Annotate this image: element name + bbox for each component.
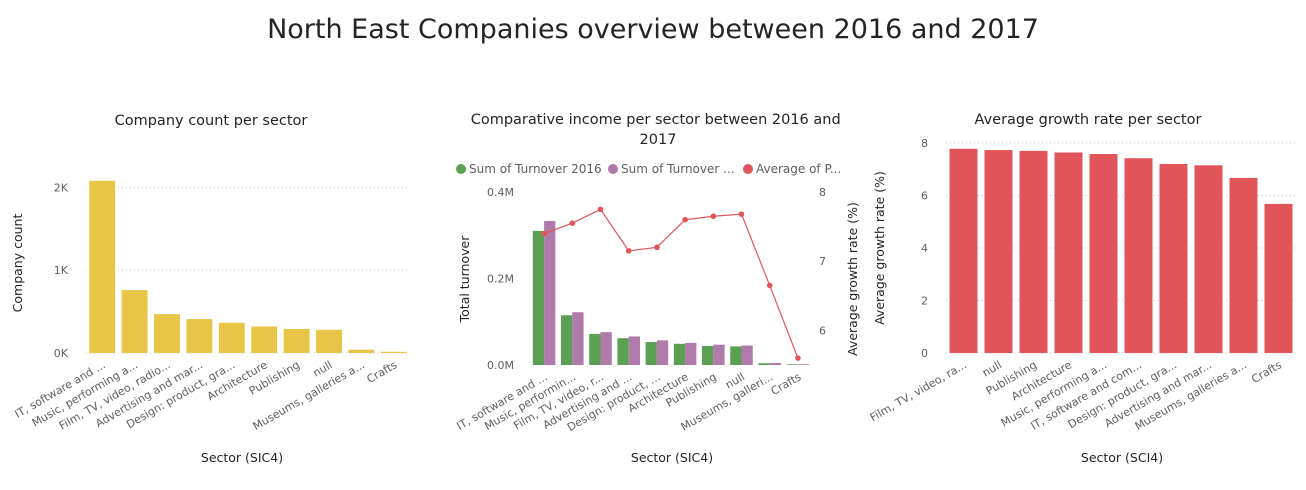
bar[interactable] bbox=[769, 363, 781, 365]
line-point[interactable] bbox=[597, 206, 604, 213]
bar[interactable] bbox=[121, 290, 148, 353]
y2-tick-label: 7 bbox=[819, 255, 826, 268]
legend-label: Sum of Turnover ... bbox=[621, 162, 735, 176]
bar[interactable] bbox=[1229, 177, 1258, 353]
bar[interactable] bbox=[741, 345, 753, 365]
y-tick-label: 0K bbox=[54, 347, 69, 360]
legend-marker bbox=[456, 164, 466, 174]
bar[interactable] bbox=[617, 338, 629, 365]
chart-title: Average growth rate per sector bbox=[975, 112, 1202, 128]
bar[interactable] bbox=[786, 364, 798, 365]
line-point[interactable] bbox=[569, 220, 576, 226]
bar[interactable] bbox=[1089, 154, 1118, 353]
legend-marker bbox=[608, 164, 618, 174]
bar[interactable] bbox=[283, 328, 310, 353]
bar[interactable] bbox=[702, 345, 714, 365]
x-tick-label: Crafts bbox=[1249, 358, 1284, 386]
bar[interactable] bbox=[600, 332, 612, 365]
chart-title-line-2: 2017 bbox=[640, 132, 677, 148]
bar[interactable] bbox=[656, 340, 669, 365]
bar[interactable] bbox=[1194, 165, 1223, 353]
y-tick-label: 8 bbox=[921, 137, 928, 150]
x-axis-label: Sector (SIC4) bbox=[631, 450, 713, 465]
bar[interactable] bbox=[797, 364, 810, 365]
y-tick-label: 2 bbox=[921, 295, 928, 308]
chart-title: Comparative income per sector between 20… bbox=[471, 112, 846, 148]
bar[interactable] bbox=[251, 326, 278, 353]
bar[interactable] bbox=[1124, 158, 1153, 353]
bar[interactable] bbox=[1019, 150, 1048, 353]
bar[interactable] bbox=[544, 220, 556, 365]
y2-tick-label: 8 bbox=[819, 186, 826, 199]
y-tick-label: 0.0M bbox=[487, 359, 514, 372]
comparative-income-chart: Comparative income per sector between 20… bbox=[454, 112, 860, 465]
y-tick-label: 0.4M bbox=[487, 186, 514, 199]
bar[interactable] bbox=[713, 344, 725, 365]
y-tick-label: 6 bbox=[921, 190, 928, 203]
y2-tick-label: 6 bbox=[819, 324, 826, 337]
x-axis-label: Sector (SIC4) bbox=[201, 450, 283, 465]
series-line bbox=[543, 208, 799, 359]
bar[interactable] bbox=[1264, 203, 1293, 353]
legend-label: Average of P... bbox=[756, 162, 841, 176]
bar[interactable] bbox=[218, 322, 245, 353]
line-point[interactable] bbox=[654, 244, 660, 251]
y-tick-label: 0.2M bbox=[487, 273, 514, 286]
y-tick-label: 2K bbox=[54, 181, 69, 194]
page-title: North East Companies overview between 20… bbox=[267, 14, 1039, 45]
y-axis-label: Total turnover bbox=[457, 235, 472, 324]
bar[interactable] bbox=[316, 329, 342, 353]
line-point[interactable] bbox=[541, 230, 547, 237]
y-axis-label: Average growth rate (%) bbox=[872, 171, 887, 325]
bar[interactable] bbox=[532, 230, 545, 365]
bar[interactable] bbox=[730, 346, 742, 365]
bar[interactable] bbox=[645, 342, 657, 365]
bar[interactable] bbox=[380, 351, 407, 353]
bar[interactable] bbox=[673, 343, 686, 365]
bar[interactable] bbox=[984, 150, 1013, 353]
bar[interactable] bbox=[561, 315, 573, 365]
legend-marker bbox=[743, 164, 753, 174]
x-tick-label: Crafts bbox=[365, 358, 400, 386]
bar[interactable] bbox=[628, 336, 640, 365]
line-point[interactable] bbox=[625, 248, 632, 254]
bar[interactable] bbox=[186, 319, 213, 353]
line-point[interactable] bbox=[710, 213, 717, 220]
bar[interactable] bbox=[685, 342, 697, 365]
y-tick-label: 4 bbox=[921, 242, 928, 255]
y-axis-label: Company count bbox=[10, 214, 25, 313]
y-tick-label: 0 bbox=[921, 347, 928, 360]
bar[interactable] bbox=[589, 333, 601, 365]
bar[interactable] bbox=[1159, 164, 1188, 353]
x-tick-label: Crafts bbox=[769, 370, 804, 398]
bar[interactable] bbox=[89, 180, 116, 353]
chart-title: Company count per sector bbox=[115, 113, 308, 129]
bar[interactable] bbox=[348, 349, 375, 353]
line-point[interactable] bbox=[766, 282, 773, 289]
line-point[interactable] bbox=[682, 216, 688, 223]
bar[interactable] bbox=[949, 148, 978, 353]
bar[interactable] bbox=[758, 363, 770, 365]
bar[interactable] bbox=[572, 312, 584, 365]
average-growth-chart: Average growth rate per sector Average g… bbox=[868, 112, 1296, 465]
y-tick-label: 1K bbox=[54, 264, 69, 277]
chart-title-line-1: Comparative income per sector between 20… bbox=[471, 112, 841, 128]
line-point[interactable] bbox=[738, 211, 745, 217]
y2-axis-label: Average growth rate (%) bbox=[845, 202, 860, 356]
bar[interactable] bbox=[1054, 152, 1083, 353]
legend[interactable]: Sum of Turnover 2016 Sum of Turnover ... A… bbox=[456, 162, 841, 176]
x-axis-label: Sector (SCI4) bbox=[1081, 450, 1163, 465]
company-count-chart: Company count per sector Company count S… bbox=[10, 113, 410, 465]
x-tick-label: Film, TV, video, ra... bbox=[868, 358, 969, 424]
legend-label: Sum of Turnover 2016 bbox=[469, 162, 602, 176]
bar[interactable] bbox=[154, 314, 180, 353]
line-point[interactable] bbox=[795, 355, 801, 361]
